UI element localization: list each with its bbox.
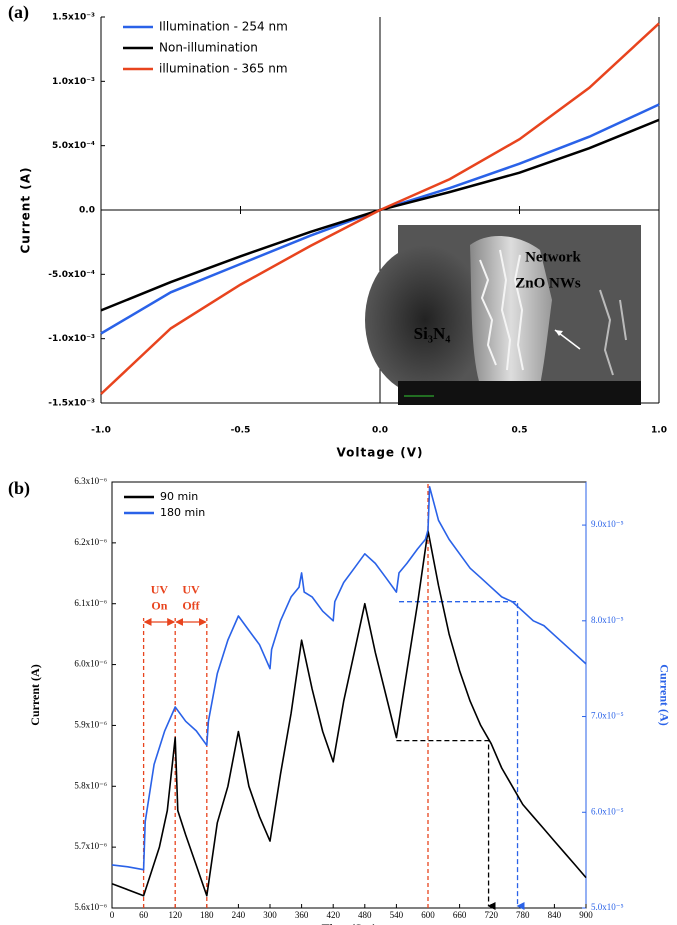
y-tick-label: 6.1x10⁻⁶ xyxy=(74,598,107,608)
inset-label: Si₃N₄ xyxy=(414,324,451,343)
x-tick-label: 300 xyxy=(263,910,277,920)
inset-image: Network ZnO NWs Si₃N₄ xyxy=(365,225,641,405)
x-tick-label: 840 xyxy=(548,910,562,920)
y-tick-label: 0.0 xyxy=(79,206,95,216)
x-axis-label: Time (Sec) xyxy=(322,921,377,925)
y-tick-label: 5.9x10⁻⁶ xyxy=(74,719,107,729)
y-axis-label: Current (A) xyxy=(19,166,33,253)
y-tick-label: 1.0x10⁻³ xyxy=(52,77,95,87)
x-axis-label: Voltage (V) xyxy=(337,446,424,460)
x-tick-label: -0.5 xyxy=(231,426,251,436)
x-tick-label: 900 xyxy=(579,910,593,920)
span-label: UV xyxy=(151,583,169,597)
x-tick-label: 120 xyxy=(168,910,182,920)
inset-shape xyxy=(365,245,485,395)
guide-line xyxy=(399,601,525,910)
y-tick-label: 5.7x10⁻⁶ xyxy=(74,841,107,851)
series-line xyxy=(100,22,660,395)
y-tick-label: -1.0x10⁻³ xyxy=(48,334,95,344)
y-tick-label: 6.3x10⁻⁶ xyxy=(74,476,107,486)
legend-label: 180 min xyxy=(160,506,205,519)
x-tick-label: 660 xyxy=(453,910,467,920)
inset-arrow-head xyxy=(555,330,563,336)
plot-frame xyxy=(111,481,587,909)
y-axis-label: Current (A) xyxy=(28,664,42,725)
x-tick-label: 180 xyxy=(200,910,214,920)
y-tick-label: 5.6x10⁻⁶ xyxy=(74,902,107,912)
y2-tick-label: 6.0x10⁻⁵ xyxy=(591,806,624,816)
inset-label: Network xyxy=(525,249,581,265)
x-tick-label: 540 xyxy=(390,910,404,920)
inset-texture xyxy=(479,249,524,371)
y2-tick-label: 9.0x10⁻⁵ xyxy=(591,519,624,529)
series-line xyxy=(111,529,587,897)
y-tick-label: 5.0x10⁻⁴ xyxy=(52,141,95,151)
x-tick-label: 0.0 xyxy=(372,426,388,436)
x-tick-label: 420 xyxy=(326,910,340,920)
panel-label: (b) xyxy=(8,478,30,499)
y2-tick-label: 5.0x10⁻⁵ xyxy=(591,902,624,912)
x-tick-label: 360 xyxy=(295,910,309,920)
y2-axis-label: Current (A) xyxy=(657,664,671,725)
legend-label: Illumination - 254 nm xyxy=(159,20,288,34)
series-line xyxy=(111,486,587,871)
x-tick-label: 0.5 xyxy=(512,426,528,436)
inset-shape xyxy=(470,235,552,385)
span-label: UV xyxy=(182,583,200,597)
y-tick-label: 1.5x10⁻³ xyxy=(52,13,95,23)
x-tick-label: -1.0 xyxy=(91,426,111,436)
x-tick-label: 780 xyxy=(516,910,530,920)
y-tick-label: 5.8x10⁻⁶ xyxy=(74,780,107,790)
y2-tick-label: 8.0x10⁻⁵ xyxy=(591,615,624,625)
legend-label: 90 min xyxy=(160,490,198,503)
x-tick-label: 600 xyxy=(421,910,435,920)
legend-label: Non-illumination xyxy=(159,41,258,55)
y2-tick-label: 7.0x10⁻⁵ xyxy=(591,711,624,721)
inset-info-bar xyxy=(398,381,641,405)
x-tick-label: 720 xyxy=(484,910,498,920)
x-tick-label: 1.0 xyxy=(651,426,667,436)
guide-line xyxy=(396,739,496,910)
inset-texture xyxy=(599,289,627,376)
x-tick-label: 480 xyxy=(358,910,372,920)
y-tick-label: -1.5x10⁻³ xyxy=(48,399,95,409)
y-tick-label: 6.0x10⁻⁶ xyxy=(74,659,107,669)
legend-label: illumination - 365 nm xyxy=(159,62,288,76)
span-label: Off xyxy=(182,599,200,613)
y-tick-label: -5.0x10⁻⁴ xyxy=(48,270,95,280)
panel-label: (a) xyxy=(8,2,29,23)
x-tick-label: 60 xyxy=(139,910,149,920)
span-label: On xyxy=(151,599,167,613)
x-tick-label: 0 xyxy=(110,910,115,920)
y-tick-label: 6.2x10⁻⁶ xyxy=(74,537,107,547)
x-tick-label: 240 xyxy=(232,910,246,920)
inset-label: ZnO NWs xyxy=(515,275,581,291)
